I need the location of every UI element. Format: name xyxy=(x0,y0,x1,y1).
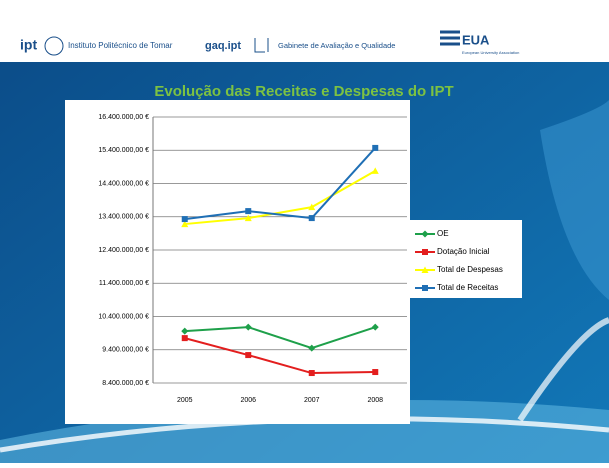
marker xyxy=(308,344,316,352)
logo-text: Instituto Politécnico de Tomar xyxy=(68,41,173,50)
logo: ipt xyxy=(20,37,37,53)
x-tick-label: 2008 xyxy=(367,397,383,404)
x-tick-label: 2006 xyxy=(240,397,256,404)
logo-icon xyxy=(440,30,460,46)
marker xyxy=(308,370,315,377)
logo-icon xyxy=(44,36,64,56)
marker xyxy=(421,230,429,238)
marker xyxy=(245,352,252,359)
marker xyxy=(372,144,379,151)
series-line xyxy=(184,169,376,226)
logo-text: Gabinete de Avaliação e Qualidade xyxy=(278,41,395,50)
y-tick-label: 8.400.000,00 € xyxy=(102,380,149,387)
marker xyxy=(244,323,252,331)
marker xyxy=(422,285,428,291)
logo-text: European University Association xyxy=(462,50,519,55)
series-line xyxy=(184,147,376,221)
y-tick-label: 12.400.000,00 € xyxy=(98,247,149,254)
chart-area xyxy=(65,100,410,424)
legend-label: OE xyxy=(437,229,449,238)
marker xyxy=(371,323,379,331)
y-tick-label: 13.400.000,00 € xyxy=(98,214,149,221)
legend-label: Total de Receitas xyxy=(437,283,498,292)
header-banner xyxy=(0,0,609,62)
y-tick-label: 10.400.000,00 € xyxy=(98,313,149,320)
marker xyxy=(244,214,252,222)
marker xyxy=(181,220,189,228)
logo: gaq.ipt xyxy=(205,40,241,52)
wave xyxy=(517,317,609,422)
marker xyxy=(372,369,379,376)
plot: 8.400.000,00 € 9.400.000,00 € 10.400.000,0… xyxy=(98,114,502,404)
y-tick-label: 11.400.000,00 € xyxy=(99,280,149,287)
logo: EUA xyxy=(462,32,490,47)
marker xyxy=(181,327,189,335)
legend-label: Total de Despesas xyxy=(437,265,503,274)
y-tick-label: 14.400.000,00 € xyxy=(98,180,149,187)
marker xyxy=(421,266,429,273)
y-tick-label: 16.400.000,00 € xyxy=(98,114,149,121)
x-tick-label: 2007 xyxy=(304,397,320,404)
wave xyxy=(540,100,609,300)
logo-icon xyxy=(254,38,269,53)
series-line xyxy=(184,326,376,350)
marker xyxy=(308,215,315,222)
chart-title: Evolução das Receitas e Despesas do IPT xyxy=(154,83,453,100)
y-tick-label: 15.400.000,00 € xyxy=(98,147,149,154)
legend-label: Dotação Inicial xyxy=(437,247,490,256)
marker xyxy=(422,249,428,255)
marker xyxy=(308,203,316,211)
y-tick-label: 9.400.000,00 € xyxy=(102,347,149,354)
series-line xyxy=(184,337,376,375)
marker xyxy=(181,335,188,342)
x-tick-label: 2005 xyxy=(177,397,193,404)
marker xyxy=(371,167,379,174)
marker xyxy=(245,208,252,215)
marker xyxy=(181,216,188,223)
